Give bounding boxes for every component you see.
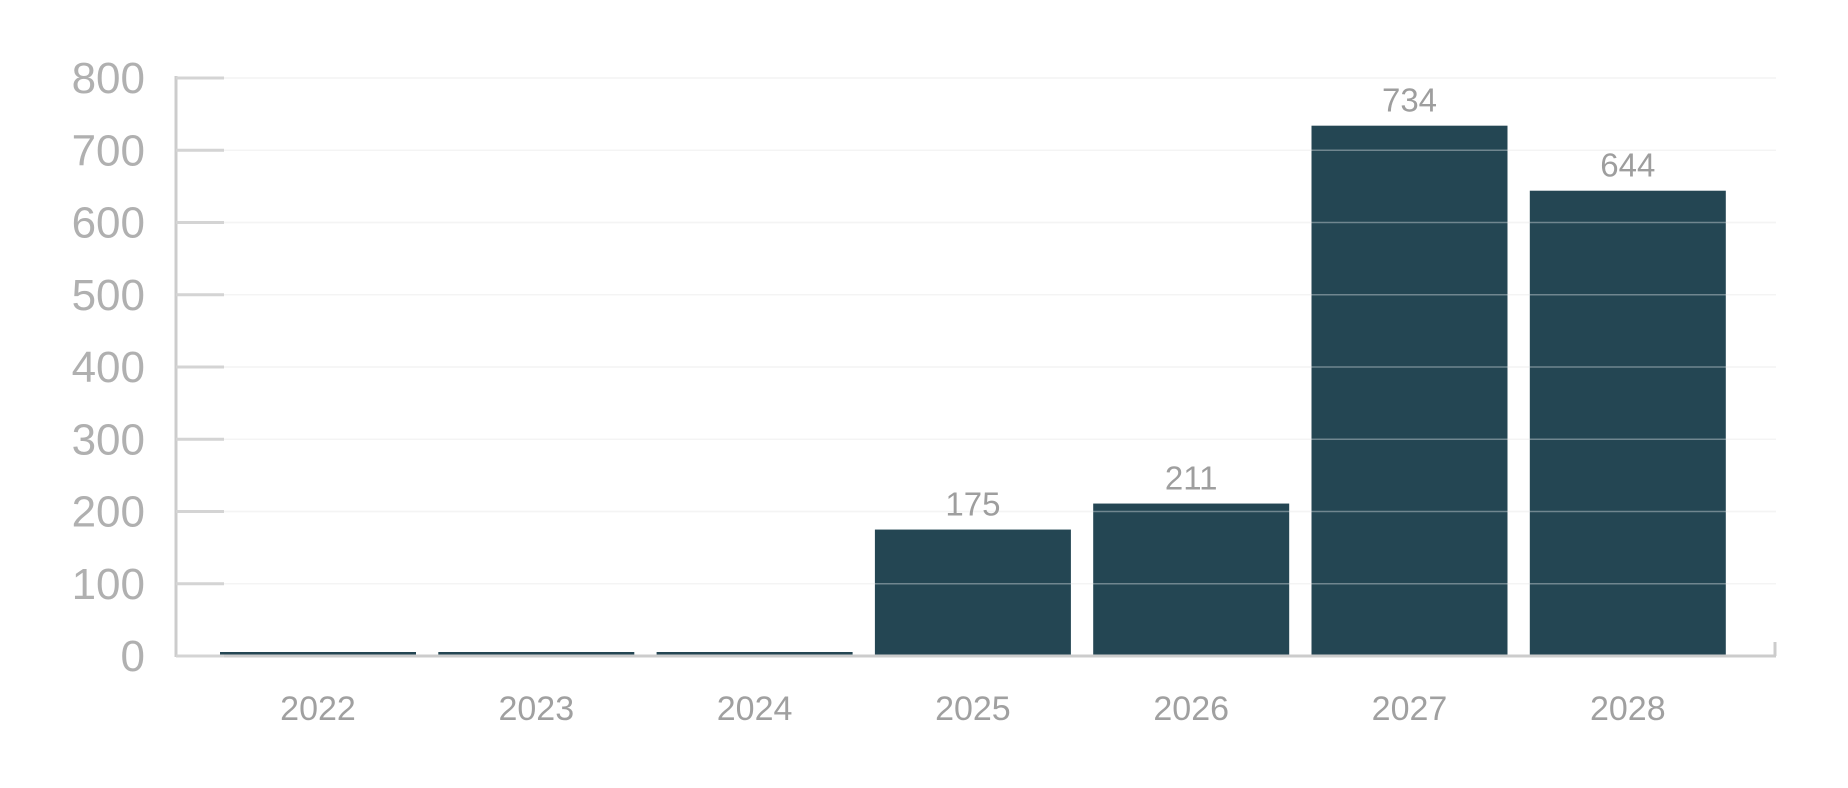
y-tick-label: 600 [72, 199, 145, 248]
x-tick-label: 2024 [717, 690, 793, 728]
y-tick-label: 300 [72, 415, 145, 464]
y-axis-ticks: 0 100 200 300 400 500 600 700 800 [72, 54, 224, 681]
bars [220, 125, 1726, 656]
x-tick-label: 2022 [280, 690, 356, 728]
data-label: 644 [1600, 147, 1655, 184]
y-tick-label: 700 [72, 126, 145, 175]
x-tick-label: 2025 [935, 690, 1011, 728]
bar [1311, 125, 1508, 656]
y-tick-label: 800 [72, 54, 145, 103]
bar [1093, 503, 1290, 656]
data-label: 211 [1165, 460, 1218, 497]
x-tick-label: 2027 [1372, 690, 1448, 728]
x-tick-label: 2028 [1590, 690, 1666, 728]
x-tick-label: 2026 [1153, 690, 1229, 728]
bar [220, 652, 416, 656]
y-tick-label: 200 [72, 488, 145, 537]
bar [438, 652, 635, 656]
bar [1529, 190, 1726, 656]
data-label: 175 [945, 486, 1000, 523]
data-label: 734 [1382, 82, 1437, 119]
x-axis-ticks: 2022 2023 2024 2025 2026 2027 2028 [280, 690, 1665, 728]
y-tick-label: 0 [121, 632, 145, 681]
y-tick-label: 400 [72, 343, 145, 392]
gridlines-overlay [176, 77, 1776, 585]
bar [874, 529, 1071, 656]
y-tick-label: 500 [72, 271, 145, 320]
data-labels: 175 211 734 644 [945, 82, 1655, 523]
x-tick-label: 2023 [498, 690, 574, 728]
y-tick-label: 100 [72, 560, 145, 609]
bar [656, 652, 853, 656]
gridlines [176, 77, 1776, 585]
